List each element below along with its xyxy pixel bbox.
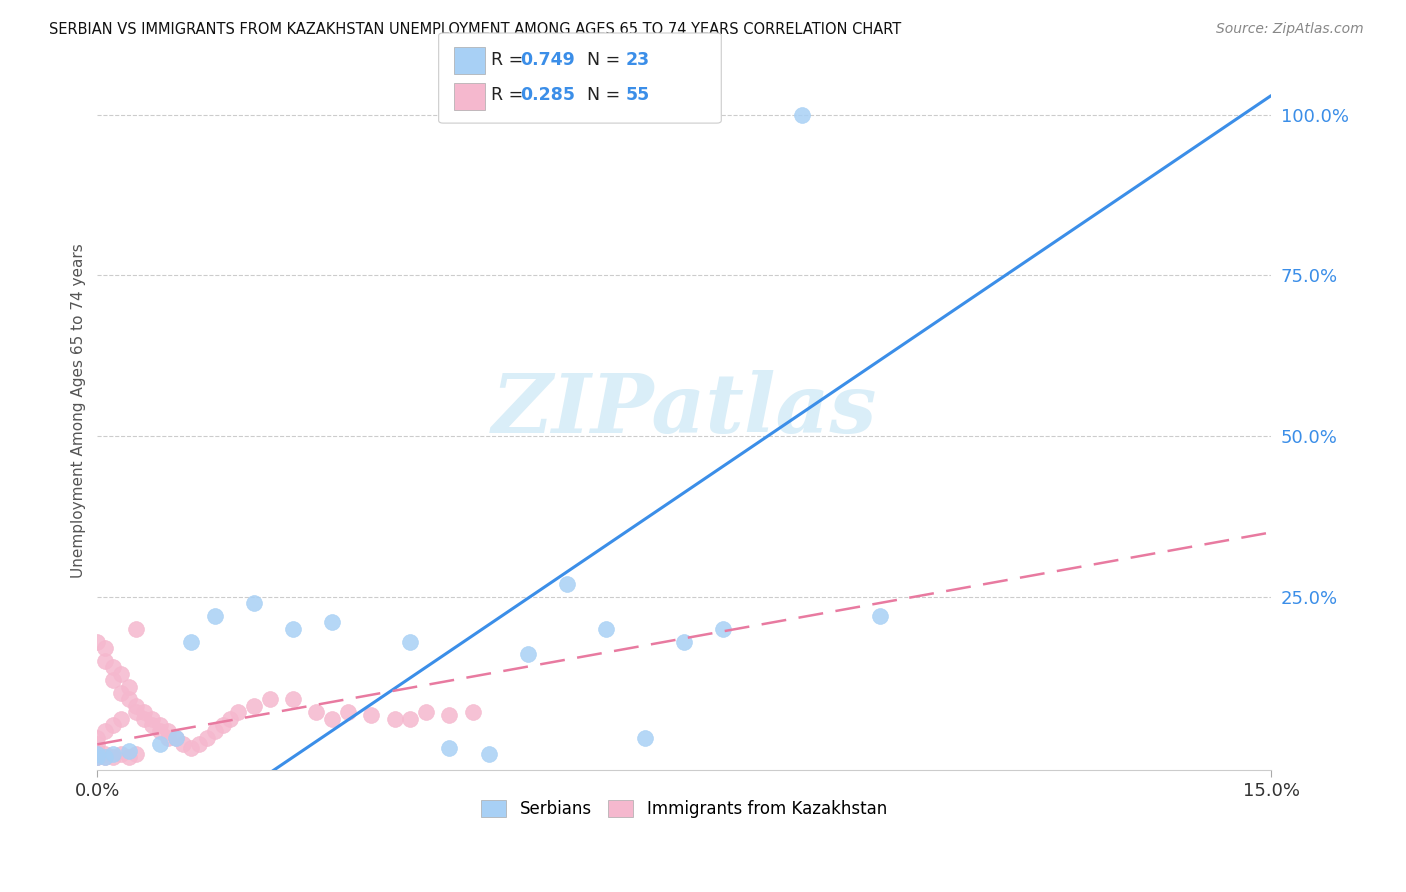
Point bbox=[156, 731, 179, 745]
Point bbox=[86, 634, 108, 648]
Text: R =: R = bbox=[491, 51, 529, 69]
Text: 55: 55 bbox=[626, 87, 650, 104]
Point bbox=[118, 744, 141, 758]
Text: ZIPatlas: ZIPatlas bbox=[492, 370, 877, 450]
Point bbox=[141, 718, 163, 732]
Point bbox=[141, 712, 163, 726]
Point bbox=[321, 615, 343, 630]
Point bbox=[86, 750, 108, 764]
Point bbox=[869, 608, 891, 623]
Point bbox=[226, 705, 249, 719]
Point bbox=[478, 747, 501, 761]
Y-axis label: Unemployment Among Ages 65 to 74 years: Unemployment Among Ages 65 to 74 years bbox=[72, 243, 86, 578]
Text: N =: N = bbox=[576, 87, 626, 104]
Point bbox=[134, 705, 156, 719]
Text: SERBIAN VS IMMIGRANTS FROM KAZAKHSTAN UNEMPLOYMENT AMONG AGES 65 TO 74 YEARS COR: SERBIAN VS IMMIGRANTS FROM KAZAKHSTAN UN… bbox=[49, 22, 901, 37]
Point bbox=[125, 747, 148, 761]
Point bbox=[243, 596, 266, 610]
Point bbox=[101, 718, 124, 732]
Point bbox=[125, 705, 148, 719]
Point bbox=[281, 622, 304, 636]
Point bbox=[86, 747, 108, 761]
Point bbox=[259, 692, 281, 706]
Point bbox=[125, 698, 148, 713]
Point bbox=[180, 634, 202, 648]
Point bbox=[149, 718, 172, 732]
Point bbox=[516, 648, 538, 662]
Point bbox=[204, 724, 226, 739]
Point bbox=[172, 737, 194, 751]
Point bbox=[86, 750, 108, 764]
Point bbox=[790, 108, 813, 122]
Point bbox=[634, 731, 657, 745]
Point bbox=[204, 608, 226, 623]
Text: 0.285: 0.285 bbox=[520, 87, 575, 104]
Point bbox=[101, 750, 124, 764]
Legend: Serbians, Immigrants from Kazakhstan: Serbians, Immigrants from Kazakhstan bbox=[472, 791, 896, 826]
Point bbox=[439, 708, 461, 723]
Point bbox=[94, 724, 117, 739]
Point bbox=[399, 634, 422, 648]
Point bbox=[211, 718, 233, 732]
Point bbox=[94, 640, 117, 655]
Point bbox=[461, 705, 484, 719]
Text: 0.749: 0.749 bbox=[520, 51, 575, 69]
Point bbox=[595, 622, 617, 636]
Text: 23: 23 bbox=[626, 51, 650, 69]
Point bbox=[673, 634, 696, 648]
Point bbox=[180, 740, 202, 755]
Text: Source: ZipAtlas.com: Source: ZipAtlas.com bbox=[1216, 22, 1364, 37]
Point bbox=[305, 705, 328, 719]
Point bbox=[439, 740, 461, 755]
Point bbox=[243, 698, 266, 713]
Text: R =: R = bbox=[491, 87, 529, 104]
Point bbox=[415, 705, 437, 719]
Point bbox=[94, 750, 117, 764]
Point bbox=[321, 712, 343, 726]
Point bbox=[336, 705, 359, 719]
Text: N =: N = bbox=[576, 51, 626, 69]
Point bbox=[86, 737, 108, 751]
Point bbox=[110, 686, 132, 700]
Point bbox=[219, 712, 242, 726]
Point bbox=[110, 666, 132, 681]
Point bbox=[118, 680, 141, 694]
Point bbox=[86, 750, 108, 764]
Point bbox=[399, 712, 422, 726]
Point bbox=[149, 737, 172, 751]
Point bbox=[360, 708, 382, 723]
Point bbox=[94, 750, 117, 764]
Point bbox=[110, 747, 132, 761]
Point bbox=[94, 747, 117, 761]
Point bbox=[101, 673, 124, 687]
Point bbox=[94, 654, 117, 668]
Point bbox=[134, 712, 156, 726]
Point bbox=[384, 712, 406, 726]
Point bbox=[188, 737, 211, 751]
Point bbox=[165, 731, 187, 745]
Point bbox=[125, 622, 148, 636]
Point bbox=[149, 724, 172, 739]
Point bbox=[86, 744, 108, 758]
Point bbox=[101, 747, 124, 761]
Point bbox=[156, 724, 179, 739]
Point bbox=[86, 731, 108, 745]
Point bbox=[101, 660, 124, 674]
Point bbox=[281, 692, 304, 706]
Point bbox=[118, 692, 141, 706]
Point bbox=[711, 622, 734, 636]
Point bbox=[118, 750, 141, 764]
Point bbox=[165, 731, 187, 745]
Point bbox=[195, 731, 218, 745]
Point bbox=[110, 712, 132, 726]
Point bbox=[555, 576, 578, 591]
